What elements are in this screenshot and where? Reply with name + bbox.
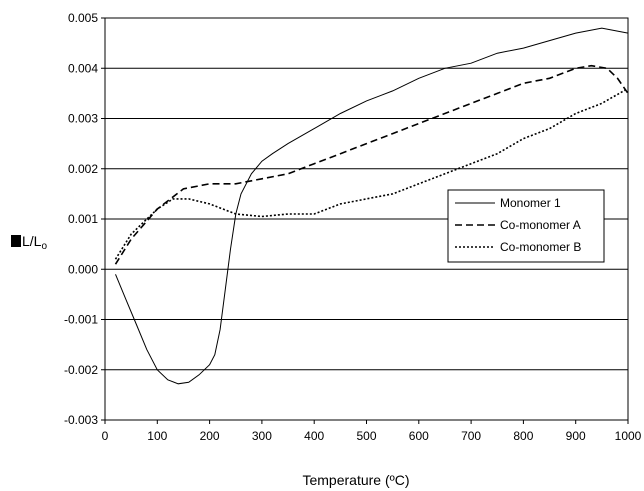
series-group [114,27,629,385]
series-line-1 [115,27,629,385]
x-tick-label: 900 [566,429,586,443]
delta-symbol-glyph [11,235,21,247]
y-tick-label: 0.003 [68,112,98,126]
x-tick-label: 200 [200,429,220,443]
legend-label-2: Co-monomer A [500,218,581,232]
x-tick-label: 300 [252,429,272,443]
x-tick-label: 400 [304,429,324,443]
y-axis-title-subscript: o [41,241,47,252]
y-tick-label: -0.001 [64,313,98,327]
x-tick-label: 1000 [615,429,642,443]
y-tick-label: 0.000 [68,262,98,276]
x-tick-label: 0 [102,429,109,443]
x-tick-label: 700 [461,429,481,443]
legend-box [447,189,605,263]
y-tick-label: 0.005 [68,11,98,25]
x-tick-label: 600 [409,429,429,443]
y-axis-title: L/Lo [11,233,47,252]
legend-label-1: Monomer 1 [500,196,561,210]
legend-label-3: Co-monomer B [500,240,581,254]
x-tick-label: 800 [513,429,533,443]
series-line-2 [114,64,629,265]
y-tick-label: -0.003 [64,413,98,427]
plot-area-border [104,17,629,421]
y-tick-label: 0.001 [68,212,98,226]
svg-text:L/Lo: L/Lo [22,233,47,252]
y-tick-label: -0.002 [64,363,98,377]
axes [101,17,629,424]
x-axis-title: Temperature (ºC) [302,472,409,488]
legend: Monomer 1 Co-monomer A Co-monomer B [447,189,605,263]
y-tick-label: 0.004 [68,61,98,75]
y-axis-title-text: L/L [22,233,42,249]
x-tick-label: 100 [147,429,167,443]
y-tick-label: 0.002 [68,162,98,176]
x-tick-label: 500 [356,429,376,443]
series-line-3 [114,87,629,260]
tick-labels: -0.003 -0.002 -0.001 0.000 0.001 0.002 0.003 0.… [64,11,642,443]
